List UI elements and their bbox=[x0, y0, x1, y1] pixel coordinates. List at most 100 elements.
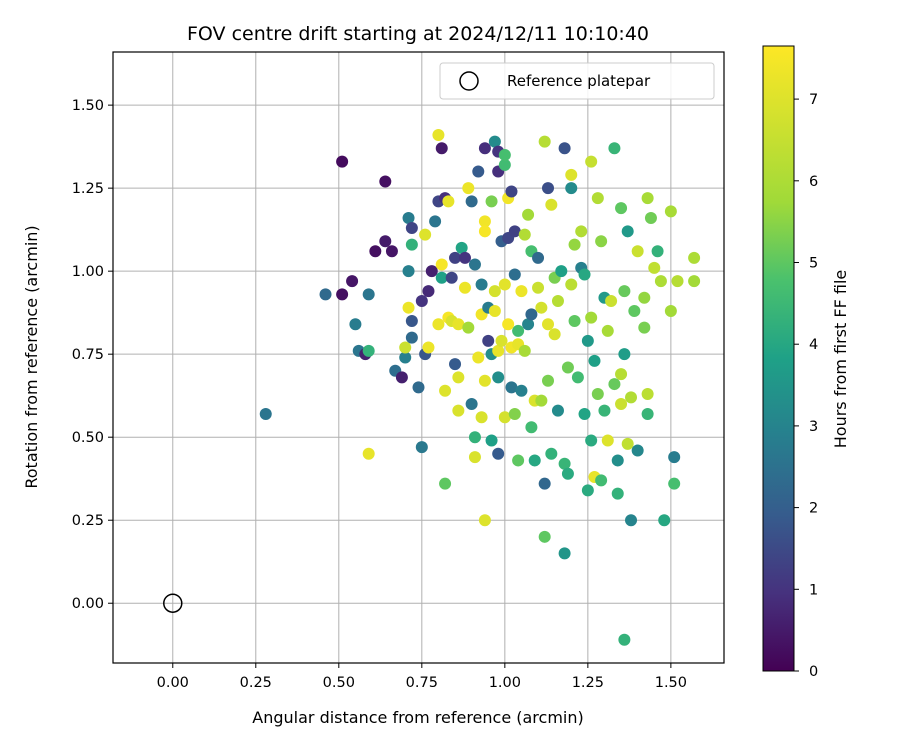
data-point bbox=[336, 288, 349, 301]
data-point bbox=[458, 281, 471, 294]
data-point bbox=[538, 477, 551, 490]
data-point bbox=[581, 484, 594, 497]
data-point bbox=[608, 378, 621, 391]
data-point bbox=[369, 245, 382, 258]
data-point bbox=[462, 182, 475, 195]
data-point bbox=[419, 228, 432, 241]
data-point bbox=[492, 447, 505, 460]
data-point bbox=[362, 288, 375, 301]
data-point bbox=[422, 341, 435, 354]
data-point bbox=[495, 334, 508, 347]
data-point bbox=[565, 168, 578, 181]
data-point bbox=[618, 633, 631, 646]
data-point bbox=[641, 388, 654, 401]
data-point bbox=[515, 384, 528, 397]
data-point bbox=[522, 318, 535, 331]
data-point bbox=[512, 324, 525, 337]
colorbar-tick-label: 5 bbox=[809, 256, 818, 272]
data-point bbox=[585, 434, 598, 447]
data-point bbox=[472, 165, 485, 178]
data-point bbox=[561, 361, 574, 374]
y-axis-label: Rotation from reference (arcmin) bbox=[22, 225, 41, 488]
data-point bbox=[601, 434, 614, 447]
y-tick-label: 1.50 bbox=[72, 98, 104, 114]
legend-marker-icon bbox=[459, 71, 479, 91]
colorbar-tick-label: 6 bbox=[809, 174, 818, 190]
data-point bbox=[525, 421, 538, 434]
data-point bbox=[485, 434, 498, 447]
data-point bbox=[429, 215, 442, 228]
data-point bbox=[399, 341, 412, 354]
data-point bbox=[498, 158, 511, 171]
data-point bbox=[532, 281, 545, 294]
data-point bbox=[455, 241, 468, 254]
y-tick-label: 0.25 bbox=[72, 513, 104, 529]
reference-marker bbox=[163, 593, 183, 613]
data-point bbox=[508, 407, 521, 420]
data-point bbox=[508, 268, 521, 281]
data-point bbox=[611, 454, 624, 467]
data-point bbox=[615, 202, 628, 215]
data-point bbox=[585, 311, 598, 324]
data-point bbox=[385, 245, 398, 258]
data-point bbox=[492, 344, 505, 357]
data-point bbox=[658, 514, 671, 527]
data-point bbox=[611, 487, 624, 500]
data-point bbox=[615, 397, 628, 410]
data-point bbox=[478, 514, 491, 527]
data-point bbox=[492, 371, 505, 384]
data-point bbox=[555, 265, 568, 278]
x-tick-label: 0.00 bbox=[157, 675, 189, 691]
plot-frame bbox=[112, 51, 725, 664]
data-point bbox=[435, 142, 448, 155]
data-point bbox=[465, 397, 478, 410]
data-point bbox=[319, 288, 332, 301]
data-point bbox=[538, 135, 551, 148]
data-point bbox=[671, 275, 684, 288]
data-point bbox=[668, 477, 681, 490]
data-point bbox=[498, 411, 511, 424]
data-point bbox=[641, 192, 654, 205]
data-point bbox=[259, 407, 272, 420]
data-point bbox=[598, 404, 611, 417]
data-point bbox=[405, 221, 418, 234]
data-point bbox=[488, 285, 501, 298]
data-point bbox=[435, 271, 448, 284]
data-point bbox=[488, 135, 501, 148]
colorbar-tick-label: 1 bbox=[809, 582, 818, 598]
data-point bbox=[591, 388, 604, 401]
data-point bbox=[542, 374, 555, 387]
data-point bbox=[399, 351, 412, 364]
data-point bbox=[625, 391, 638, 404]
data-point bbox=[468, 431, 481, 444]
data-point bbox=[472, 351, 485, 364]
data-point bbox=[449, 251, 462, 264]
data-point bbox=[478, 374, 491, 387]
data-point bbox=[648, 261, 661, 274]
data-point bbox=[452, 318, 465, 331]
data-point bbox=[651, 245, 664, 258]
data-point bbox=[482, 334, 495, 347]
data-point bbox=[588, 354, 601, 367]
data-point bbox=[422, 285, 435, 298]
data-point bbox=[512, 454, 525, 467]
data-point bbox=[402, 212, 415, 225]
data-point bbox=[475, 411, 488, 424]
data-point bbox=[425, 265, 438, 278]
data-point bbox=[379, 235, 392, 248]
data-point bbox=[595, 474, 608, 487]
data-point bbox=[628, 305, 641, 318]
y-tick-label: 0.00 bbox=[72, 596, 104, 612]
data-point bbox=[362, 344, 375, 357]
data-point bbox=[452, 404, 465, 417]
data-point bbox=[498, 278, 511, 291]
data-point bbox=[585, 155, 598, 168]
data-point bbox=[532, 251, 545, 264]
data-point bbox=[664, 205, 677, 218]
x-axis-label: Angular distance from reference (arcmin) bbox=[252, 708, 583, 727]
data-point bbox=[458, 251, 471, 264]
y-tick-label: 1.25 bbox=[72, 181, 104, 197]
data-point bbox=[601, 324, 614, 337]
data-point bbox=[346, 275, 359, 288]
